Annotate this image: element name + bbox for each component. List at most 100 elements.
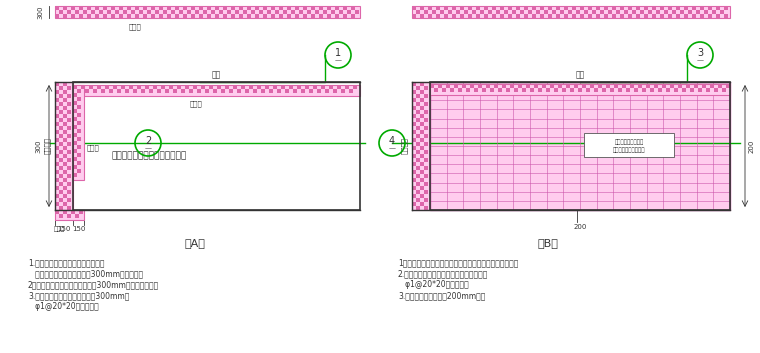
Bar [255,6,259,10]
Bar [702,84,706,88]
Bar [682,88,686,92]
Text: 加强网: 加强网 [190,100,203,107]
Bar [63,106,67,110]
Bar [133,89,137,93]
Bar [185,85,189,89]
Bar [63,98,67,102]
Bar [504,10,508,14]
Bar [416,190,420,194]
Bar [716,14,720,18]
Bar [325,89,329,93]
Bar [327,14,331,18]
Bar [582,84,586,88]
Bar [323,10,327,14]
Bar [492,6,496,10]
Bar [416,134,420,138]
Bar [458,88,462,92]
Bar [420,6,424,10]
Bar [73,125,77,129]
Bar [684,14,688,18]
Bar [462,84,466,88]
Bar [107,10,111,14]
Bar [644,6,648,10]
Bar [660,6,664,10]
Text: 3.若设计为水泥砂浆墙面，宜贴300mm宽: 3.若设计为水泥砂浆墙面，宜贴300mm宽 [28,291,129,300]
Bar [542,84,546,88]
Bar [424,182,428,186]
Bar [720,10,724,14]
Bar [508,14,512,18]
Bar [195,10,199,14]
Bar [556,14,560,18]
Bar [514,88,518,92]
Bar [339,10,343,14]
Bar [412,162,416,166]
Bar [271,14,275,18]
Bar [526,84,530,88]
Bar [273,85,277,89]
Bar [666,88,670,92]
Bar [656,10,660,14]
Bar [165,89,169,93]
Bar [209,85,213,89]
Bar [436,6,440,10]
Bar [606,84,610,88]
Bar [568,10,572,14]
Bar [335,6,339,10]
Bar [235,10,239,14]
Bar [424,190,428,194]
Bar [640,10,644,14]
Bar [251,10,255,14]
Bar [127,6,131,10]
Bar [197,89,201,93]
Bar [99,10,103,14]
Bar [215,14,219,18]
Bar [171,10,175,14]
Bar [351,14,355,18]
Bar [562,88,566,92]
Bar [67,142,71,146]
Bar [117,89,121,93]
Bar [646,84,650,88]
Bar [79,6,83,10]
Bar [572,6,576,10]
Bar [592,10,596,14]
Bar [668,14,672,18]
Bar [283,10,287,14]
Bar [618,88,622,92]
Bar [616,10,620,14]
Bar [67,182,71,186]
Bar [279,6,283,10]
Bar [167,6,171,10]
Bar [512,10,516,14]
Bar [420,90,424,94]
Bar [203,10,207,14]
Bar [187,10,191,14]
Bar [317,89,321,93]
Bar [267,10,271,14]
Bar [343,14,347,18]
Bar [412,6,730,18]
Text: 蒸压加气砼砌块以外各种砌体墙: 蒸压加气砼砌块以外各种砌体墙 [112,151,187,161]
Bar [672,10,676,14]
Bar [510,84,514,88]
Bar [722,88,726,92]
Bar [71,14,75,18]
Bar [620,6,624,10]
Text: 砼梁: 砼梁 [575,70,584,79]
Bar [692,6,696,10]
Bar [311,14,315,18]
Bar [412,90,416,94]
Bar [217,85,221,89]
Bar [167,14,171,18]
Bar [95,14,99,18]
Bar [355,10,359,14]
Bar [648,10,652,14]
Bar [420,178,424,182]
Bar [73,85,360,96]
Bar [263,14,267,18]
Bar [524,6,528,10]
Bar [516,6,520,10]
Bar [548,6,552,10]
Bar [105,85,109,89]
